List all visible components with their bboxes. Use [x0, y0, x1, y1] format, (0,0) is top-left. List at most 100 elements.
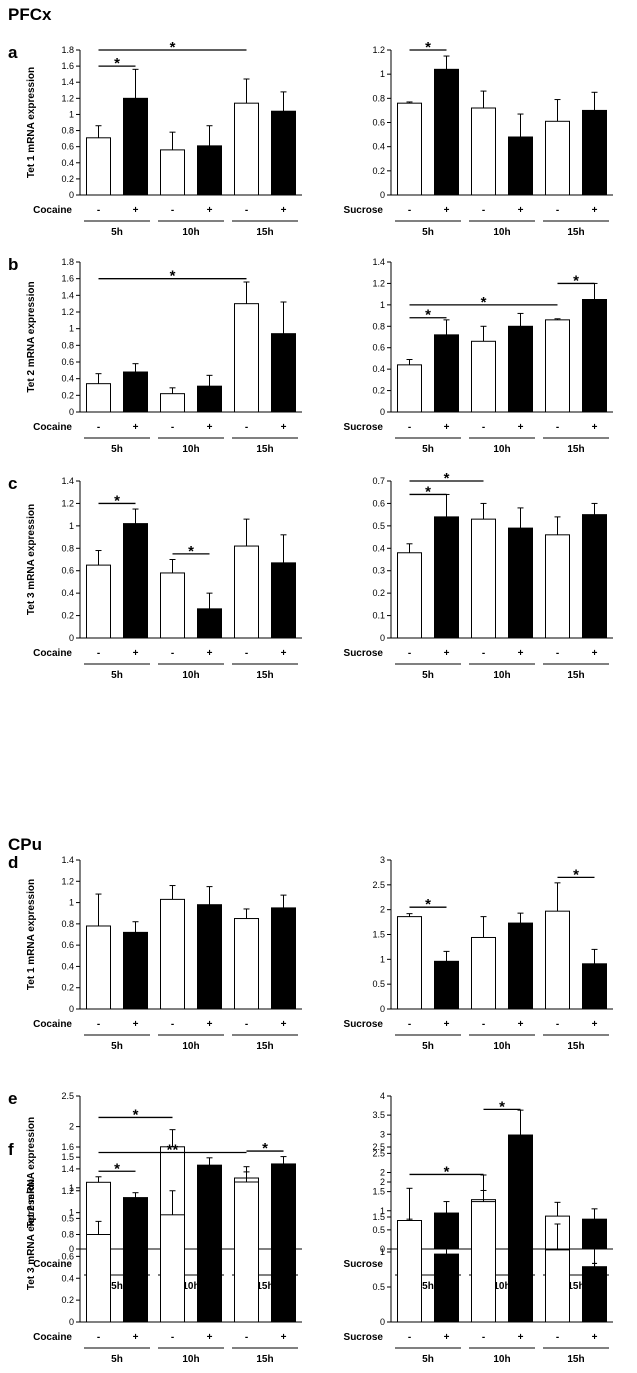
panel-d-right-y-tick-label: 1 — [380, 954, 385, 964]
panel-b-left-bar-15h-minus — [234, 303, 259, 413]
panel-f-right-y-tick-label: 2 — [380, 1177, 385, 1187]
panel-a-right-bar-5h-minus — [397, 102, 422, 196]
panel-e-right-significance-star: * — [444, 1163, 450, 1180]
panel-a-left-y-tick-label: 1 — [69, 109, 74, 119]
panel-f-left-sign-label: - — [97, 1332, 100, 1343]
panel-a-left-sign-label: - — [171, 205, 174, 216]
panel-c-left-bar-15h-plus — [271, 562, 296, 639]
panel-b-right-bar-5h-plus — [434, 334, 459, 413]
panel-b-right-bar-5h-minus — [397, 364, 422, 413]
panel-b-right-sign-label: + — [592, 422, 598, 433]
panel-b-left-sign-label: - — [97, 422, 100, 433]
panel-e-left-significance-star: * — [133, 1106, 139, 1123]
panel-e-right-condition-label: Sucrose — [344, 1259, 384, 1270]
panel-c-left-y-tick-label: 1.4 — [61, 476, 74, 486]
panel-a-left-bar-15h-plus — [271, 110, 296, 196]
panel-a-left-y-tick-label: 1.6 — [61, 61, 74, 71]
panel-a-right-y-tick-label: 1.2 — [372, 45, 385, 55]
panel-b-right-condition-label: Sucrose — [344, 422, 384, 433]
panel-b-right-sign-label: - — [408, 422, 411, 433]
panel-f-right-condition-label: Sucrose — [344, 1332, 384, 1343]
panel-b-right-bar-10h-minus — [471, 340, 496, 413]
panel-b-right-y-tick-label: 1.4 — [372, 257, 385, 267]
panel-d-left-y-tick-label: 0.8 — [61, 919, 74, 929]
panel-d-right-chart: 0 0.5 1 1.5 2 2.5 3 * * Sucrose - + - + - +5h 10h 15h — [344, 855, 613, 1052]
panel-f-left-condition-label: Cocaine — [33, 1332, 72, 1343]
panel-d-left-sign-label: + — [281, 1019, 287, 1030]
panel-b-left-sign-label: + — [281, 422, 287, 433]
panel-a-left-y-tick-label: 0.2 — [61, 174, 74, 184]
panel-b-left-y-tick-label: 1.2 — [61, 307, 74, 317]
panel-b-left-y-tick-label: 0.2 — [61, 390, 74, 400]
panel-b-right-group-label-10h: 10h — [493, 444, 510, 455]
panel-c-left-y-tick-label: 1 — [69, 521, 74, 531]
panel-a-left-bar-15h-minus — [234, 102, 259, 196]
panel-f-right-bar-5h-plus — [434, 1253, 459, 1323]
panel-e-left-y-tick-label: 0.5 — [61, 1213, 74, 1223]
panel-f-right-group-label-10h: 10h — [493, 1354, 510, 1365]
panel-f-left-bar-15h-plus — [271, 1194, 296, 1323]
panel-f-right-bar-15h-minus — [545, 1249, 570, 1323]
panel-e-left-group-label-5h: 5h — [111, 1281, 123, 1292]
panel-b-left-y-tick-label: 0.8 — [61, 340, 74, 350]
panel-b-left-y-tick-label: 1.6 — [61, 274, 74, 284]
panel-f-left-y-tick-label: 0.6 — [61, 1251, 74, 1261]
panel-c-right-sign-label: + — [592, 648, 598, 659]
panel-a-left-sign-label: - — [97, 205, 100, 216]
section-title-cpu: CPu — [8, 835, 42, 854]
panel-b-left-group-label-5h: 5h — [111, 444, 123, 455]
panel-f-right-bar-15h-plus — [582, 1266, 607, 1323]
panel-b-right-chart: 0 0.2 0.4 0.6 0.8 1 1.2 1.4 * * * Sucrose - + - + - +5h 10… — [344, 257, 613, 455]
panel-a-right-bar-15h-minus — [545, 120, 570, 196]
panel-b-right-bar-15h-plus — [582, 299, 607, 413]
panel-e-right-y-tick-label: 2.5 — [372, 1148, 385, 1158]
panel-c-right-sign-label: + — [444, 648, 450, 659]
panel-a-left-y-tick-label: 1.8 — [61, 45, 74, 55]
panel-c-right-chart: 0 0.1 0.2 0.3 0.4 0.5 0.6 0.7 * * Sucrose - + - + - +5h 1… — [344, 470, 613, 681]
panel-a-left-significance-star: * — [170, 39, 176, 56]
panel-f-left-sign-label: - — [171, 1332, 174, 1343]
panel-b-right-y-tick-label: 0.2 — [372, 386, 385, 396]
panel-e-right-significance-star: * — [499, 1098, 505, 1115]
panel-d-right-group-label-5h: 5h — [422, 1041, 434, 1052]
panel-c-left-bar-10h-minus — [160, 572, 185, 639]
panel-e-right-y-tick-label: 1 — [380, 1206, 385, 1216]
panel-c-right-y-tick-label: 0.5 — [372, 521, 385, 531]
panel-d-left-sign-label: + — [133, 1019, 139, 1030]
panel-d-left-bar-10h-plus — [197, 904, 222, 1010]
panel-d-right-sign-label: - — [482, 1019, 485, 1030]
panel-d-right-bar-10h-minus — [471, 936, 496, 1010]
panel-d-right-y-tick-label: 2.5 — [372, 880, 385, 890]
panel-d-left-bar-10h-minus — [160, 898, 185, 1010]
panel-a-left-bar-5h-plus — [123, 97, 148, 196]
panel-a-right-sign-label: + — [444, 205, 450, 216]
panel-c-right-sign-label: - — [408, 648, 411, 659]
panel-f-left-group-label-5h: 5h — [111, 1354, 123, 1365]
panel-d-right-y-tick-label: 3 — [380, 855, 385, 865]
panel-c-right-y-tick-label: 0 — [380, 633, 385, 643]
panel-letter-a: a — [8, 43, 18, 62]
panel-c-left-significance-star: * — [188, 543, 194, 560]
panel-a-left-significance-star: * — [114, 55, 120, 72]
panel-f-left-group-label-10h: 10h — [182, 1354, 199, 1365]
panel-f-right-group-label-5h: 5h — [422, 1354, 434, 1365]
panel-b-left-y-tick-label: 1.8 — [61, 257, 74, 267]
panel-f-right-y-tick-label: 0.5 — [372, 1282, 385, 1292]
panel-c-right-condition-label: Sucrose — [344, 648, 384, 659]
panel-e-left-y-tick-label: 1.5 — [61, 1152, 74, 1162]
panel-a-left-group-label-10h: 10h — [182, 227, 199, 238]
panel-b-left-group-label-10h: 10h — [182, 444, 199, 455]
panel-f-left-group-label-15h: 15h — [256, 1354, 273, 1365]
panel-b-right-y-tick-label: 1.2 — [372, 278, 385, 288]
panel-e-left-significance-star: * — [262, 1140, 268, 1157]
panel-d-right-group-label-10h: 10h — [493, 1041, 510, 1052]
panel-b-right-y-tick-label: 0 — [380, 407, 385, 417]
panel-d-right-group-label-15h: 15h — [567, 1041, 584, 1052]
panel-a-left-y-axis-label: Tet 1 mRNA expression — [26, 67, 37, 178]
panel-c-right-y-tick-label: 0.2 — [372, 588, 385, 598]
panel-e-left-y-tick-label: 2 — [69, 1122, 74, 1132]
panel-e-left-y-axis-label: Tet 2 mRNA expression — [26, 1117, 37, 1228]
panel-d-right-y-tick-label: 2 — [380, 905, 385, 915]
panel-b-left-y-tick-label: 0.6 — [61, 357, 74, 367]
